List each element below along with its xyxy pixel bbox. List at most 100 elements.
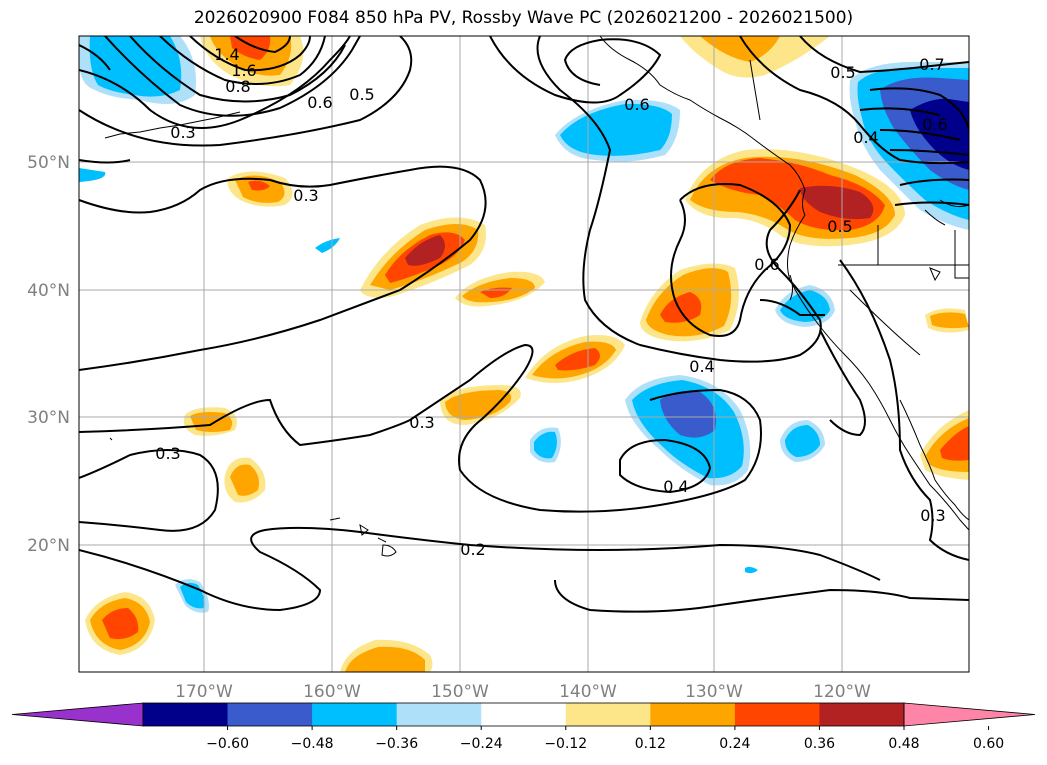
contour-label: 0.6 bbox=[624, 95, 649, 114]
colorbar-extend-high bbox=[903, 702, 1036, 727]
colorbar-segment bbox=[481, 703, 567, 726]
contour-label: 0.5 bbox=[830, 63, 855, 82]
canada-border bbox=[749, 59, 761, 121]
latitude-labels: 50°N 40°N 30°N 20°N bbox=[27, 153, 70, 556]
aleutians bbox=[104, 111, 241, 139]
colorbar-tick-label: 0.12 bbox=[635, 736, 666, 752]
longitude-labels: 170°W 160°W 150°W 140°W 130°W 120°W bbox=[175, 682, 871, 702]
lat-label: 30°N bbox=[27, 408, 70, 428]
hawaii-3 bbox=[377, 537, 387, 543]
map-title: 2026020900 F084 850 hPa PV, Rossby Wave … bbox=[193, 8, 854, 28]
contour-nw-2 bbox=[104, 36, 361, 117]
colorbar-outline bbox=[142, 702, 905, 727]
alaska-coast bbox=[599, 36, 806, 191]
colorbar-tick-label: −0.24 bbox=[460, 736, 503, 752]
contour-nw-1 bbox=[79, 36, 351, 129]
colorbar-extend-low bbox=[11, 702, 144, 727]
colorbar-tick-label: −0.12 bbox=[544, 736, 587, 752]
hawaii-1 bbox=[329, 517, 341, 521]
contour-label: 0.6 bbox=[922, 115, 947, 134]
map-frame bbox=[78, 35, 970, 673]
coastlines bbox=[104, 36, 969, 557]
colorbar-segment bbox=[734, 703, 820, 726]
colorbar-segment bbox=[312, 703, 398, 726]
contour-02 bbox=[79, 526, 881, 612]
contour-03-left bbox=[79, 159, 131, 164]
pv-contours bbox=[79, 36, 969, 613]
colorbar-segment bbox=[396, 703, 482, 726]
contour-label: 0.8 bbox=[225, 77, 250, 96]
contour-label: 0.3 bbox=[409, 413, 434, 432]
contour-ne-4 bbox=[889, 149, 969, 156]
bc-coast bbox=[787, 189, 969, 531]
lat-label: 50°N bbox=[27, 153, 70, 173]
contour-label: 0.3 bbox=[155, 444, 180, 463]
contour-label: 0.2 bbox=[460, 540, 485, 559]
contour-nw-4 bbox=[159, 36, 326, 85]
contour-06-inner bbox=[670, 183, 792, 337]
state-border-3 bbox=[849, 289, 921, 356]
contour-label: 0.7 bbox=[919, 55, 944, 74]
contour-label: 0.5 bbox=[349, 85, 374, 104]
contour-labels: 1.4 1.6 0.8 0.6 0.5 0.3 0.3 0.6 0.5 0.7 … bbox=[155, 45, 947, 559]
colorbar-tick-label: −0.48 bbox=[291, 736, 334, 752]
hawaii-4 bbox=[381, 544, 397, 557]
anomaly-blob-neg-50n bbox=[79, 168, 106, 182]
colorbar-segment bbox=[650, 703, 736, 726]
contour-nw-3 bbox=[129, 36, 346, 103]
contour-ne-6 bbox=[894, 201, 969, 206]
contour-coast-loop bbox=[759, 299, 825, 316]
colorbar-segment bbox=[227, 703, 313, 726]
colorbar-tick-label: 0.36 bbox=[804, 736, 835, 752]
contour-south-loop bbox=[554, 579, 969, 613]
contour-label: 0.4 bbox=[663, 477, 688, 496]
contour-ne-3 bbox=[879, 129, 961, 141]
colorbar: −0.60 −0.48 −0.36 −0.24 −0.12 0.12 0.24 0.36 0.4… bbox=[11, 702, 1036, 752]
contour-mid-vertical bbox=[536, 36, 822, 363]
lat-label: 40°N bbox=[27, 281, 70, 301]
contour-nw-outer bbox=[79, 36, 413, 147]
colorbar-tick-label: −0.60 bbox=[206, 736, 249, 752]
anomaly-blob-neg-42n bbox=[315, 238, 340, 253]
contour-ne-box bbox=[869, 87, 969, 131]
lon-label: 160°W bbox=[303, 682, 361, 702]
contour-label: 1.4 bbox=[214, 45, 239, 64]
contour-label: 0.4 bbox=[853, 128, 878, 147]
grid-lines bbox=[79, 36, 969, 672]
contour-label: 0.5 bbox=[827, 217, 852, 236]
colorbar-segments bbox=[11, 702, 1036, 727]
contour-ne-5 bbox=[899, 178, 969, 186]
colorbar-tick-label: 0.48 bbox=[888, 736, 919, 752]
colorbar-segment bbox=[143, 703, 229, 726]
colorbar-tick-label: 0.24 bbox=[719, 736, 750, 752]
lon-label: 150°W bbox=[431, 682, 489, 702]
colorbar-ticks: −0.60 −0.48 −0.36 −0.24 −0.12 0.12 0.24 0.36 0.4… bbox=[206, 726, 1004, 752]
positive-anomaly-shading bbox=[85, 36, 969, 672]
colorbar-tick-label: −0.36 bbox=[375, 736, 418, 752]
contour-label: 1.6 bbox=[231, 61, 256, 80]
baja-coast bbox=[899, 399, 969, 521]
contour-nw-7 bbox=[234, 36, 291, 54]
lon-label: 170°W bbox=[175, 682, 233, 702]
contour-04-ne bbox=[739, 36, 969, 165]
contour-label: 0.3 bbox=[293, 186, 318, 205]
contour-03-north bbox=[79, 165, 487, 371]
contour-east-lower bbox=[839, 259, 969, 561]
contour-05-ne bbox=[799, 36, 969, 74]
map-area: 1.4 1.6 0.8 0.6 0.5 0.3 0.3 0.6 0.5 0.7 … bbox=[79, 36, 969, 672]
contour-03-lower bbox=[79, 449, 219, 532]
colorbar-segment bbox=[819, 703, 905, 726]
contour-east bbox=[819, 329, 866, 437]
contour-label: 0.6 bbox=[754, 255, 779, 274]
state-border-2 bbox=[954, 230, 969, 279]
contour-ne-2 bbox=[859, 107, 941, 116]
contour-label: 0.3 bbox=[170, 123, 195, 142]
contour-mid-loop bbox=[79, 343, 762, 513]
contour-label: 0.4 bbox=[689, 357, 714, 376]
colorbar-segment bbox=[565, 703, 651, 726]
anomaly-blob-neg-30n-core bbox=[660, 391, 716, 438]
lon-label: 120°W bbox=[813, 682, 871, 702]
contour-label: 0.6 bbox=[307, 93, 332, 112]
lon-label: 140°W bbox=[559, 682, 617, 702]
